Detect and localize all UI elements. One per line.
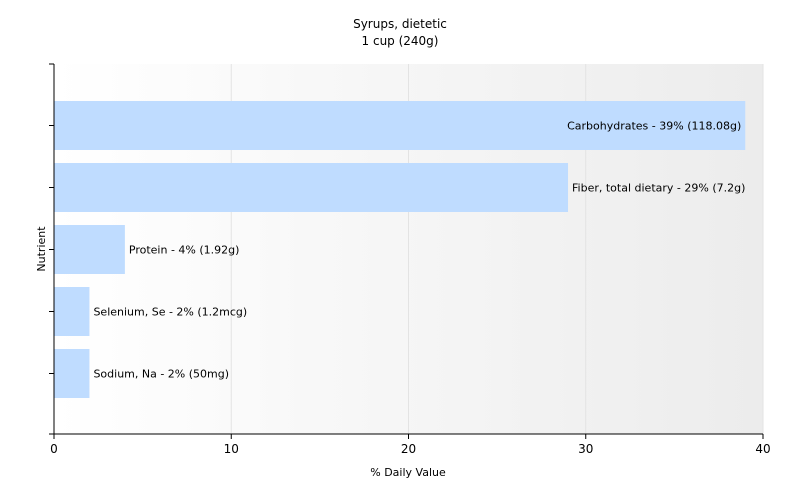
bar [54, 225, 125, 274]
bar [54, 349, 90, 398]
bar [54, 101, 746, 150]
bar-label: Fiber, total dietary - 29% (7.2g) [572, 182, 745, 195]
x-tick-label: 10 [224, 442, 239, 456]
bar-label: Carbohydrates - 39% (118.08g) [567, 120, 741, 133]
bar [54, 287, 90, 336]
chart-title: Syrups, dietetic [353, 17, 447, 31]
x-tick-label: 40 [755, 442, 770, 456]
x-axis-label: % Daily Value [370, 466, 446, 479]
axes [49, 63, 764, 439]
chart-subtitle: 1 cup (240g) [362, 34, 439, 48]
y-axis-label: Nutrient [35, 226, 48, 272]
bar-label: Selenium, Se - 2% (1.2mcg) [93, 306, 247, 319]
x-tick-label: 0 [50, 442, 58, 456]
x-tick-label: 20 [401, 442, 416, 456]
bar [54, 163, 569, 212]
x-tick-label: 30 [578, 442, 593, 456]
bars: Carbohydrates - 39% (118.08g) Fiber, tota… [54, 101, 745, 398]
tick-labels: 0 10 20 30 40 [50, 442, 770, 456]
bar-label: Sodium, Na - 2% (50mg) [93, 368, 229, 381]
bar-label: Protein - 4% (1.92g) [129, 244, 240, 257]
